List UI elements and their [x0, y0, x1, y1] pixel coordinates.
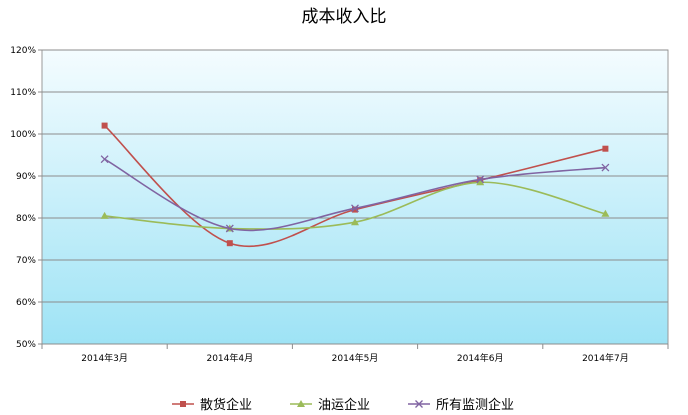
y-tick-label: 110%: [10, 88, 36, 98]
x-tick-label: 2014年7月: [582, 352, 629, 364]
data-point: [226, 240, 233, 247]
legend-label: 散货企业: [200, 397, 252, 413]
axes: 50% 60% 70% 80% 90% 100% 110% 120% 2014年3月 2014年4…: [10, 46, 669, 364]
legend-label: 油运企业: [318, 397, 370, 413]
x-tick-label: 2014年6月: [457, 352, 504, 364]
grid-lines: [42, 49, 668, 345]
legend: 散货企业 油运企业 所有监测企业: [172, 397, 514, 413]
y-tick-label: 120%: [10, 46, 36, 56]
data-point: [351, 218, 359, 226]
legend-marker: [180, 401, 186, 407]
legend-item: 油运企业: [290, 397, 370, 413]
data-point: [101, 122, 108, 129]
x-tick-label: 2014年4月: [206, 352, 253, 364]
data-point: [601, 163, 610, 172]
x-tick-label: 2014年5月: [332, 352, 379, 364]
data-point: [352, 206, 358, 213]
y-tick-label: 100%: [10, 130, 36, 140]
data-point: [476, 178, 485, 186]
chart-title: 成本收入比: [302, 7, 387, 27]
legend-item: 所有监测企业: [408, 397, 514, 413]
data-point: [476, 175, 485, 184]
x-tick-label: 2014年3月: [81, 352, 128, 364]
series-all: [100, 155, 610, 233]
data-point: [351, 204, 359, 213]
series-group: [100, 122, 610, 248]
data-point: [602, 145, 609, 152]
data-point: [601, 209, 610, 217]
legend-marker: [415, 400, 423, 408]
plot-area: [41, 49, 669, 345]
data-point: [100, 155, 109, 164]
data-point: [225, 224, 234, 233]
legend-item: 散货企业: [172, 397, 252, 413]
data-point: [100, 211, 109, 219]
legend-marker: [297, 400, 305, 407]
legend-label: 所有监测企业: [436, 397, 514, 413]
y-tick-label: 70%: [16, 256, 36, 266]
y-tick-label: 90%: [16, 172, 36, 182]
y-tick-label: 80%: [16, 214, 36, 224]
y-tick-label: 50%: [16, 340, 36, 350]
y-tick-label: 60%: [16, 298, 36, 308]
